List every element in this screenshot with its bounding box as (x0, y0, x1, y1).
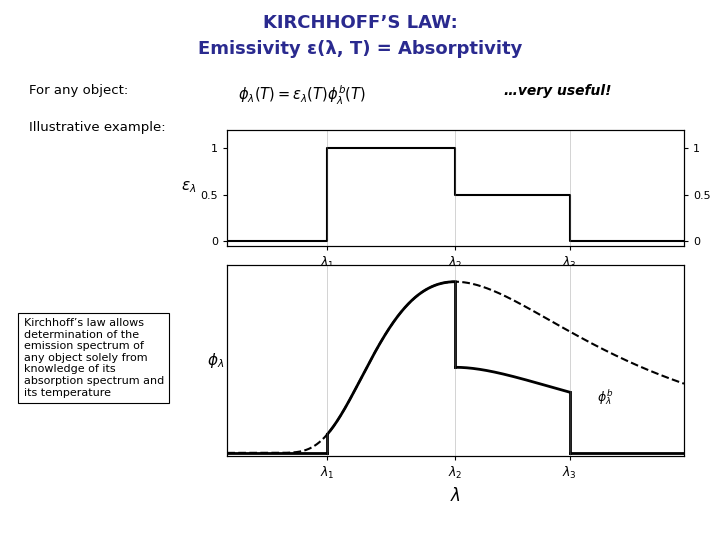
Text: Emissivity ε(λ, T) = Absorptivity: Emissivity ε(λ, T) = Absorptivity (198, 40, 522, 58)
X-axis label: $\lambda$: $\lambda$ (450, 487, 461, 505)
Y-axis label: $\varepsilon_\lambda$: $\varepsilon_\lambda$ (181, 180, 197, 195)
Text: Kirchhoff’s law allows
determination of the
emission spectrum of
any object sole: Kirchhoff’s law allows determination of … (24, 318, 164, 397)
Text: For any object:: For any object: (29, 84, 128, 97)
Text: $\phi_\lambda^b$: $\phi_\lambda^b$ (597, 388, 613, 407)
Text: $\phi_\lambda(T) = \varepsilon_\lambda(T)\phi_\lambda^b(T)$: $\phi_\lambda(T) = \varepsilon_\lambda(T… (238, 84, 366, 107)
Text: KIRCHHOFF’S LAW:: KIRCHHOFF’S LAW: (263, 14, 457, 31)
Y-axis label: $\phi_\lambda$: $\phi_\lambda$ (207, 351, 225, 370)
Text: Illustrative example:: Illustrative example: (29, 122, 166, 134)
Text: …very useful!: …very useful! (504, 84, 611, 98)
